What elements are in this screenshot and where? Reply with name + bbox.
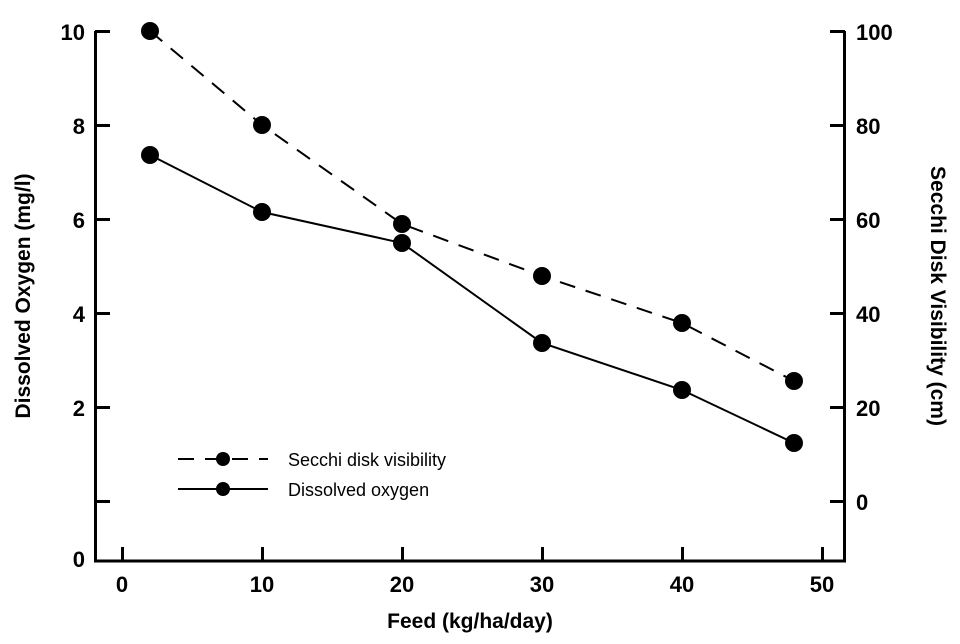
- x-axis-title: Feed (kg/ha/day): [387, 610, 553, 633]
- right-tick-label-80: 80: [856, 114, 880, 139]
- left-tick-label-10: 10: [61, 20, 85, 45]
- dissolved-oxygen-point: [533, 334, 551, 352]
- dissolved-oxygen-point: [393, 234, 411, 252]
- left-tick-label-8: 8: [73, 114, 85, 139]
- dissolved-oxygen-point: [785, 434, 803, 452]
- secchi-disk-visibility-line: [149, 30, 795, 382]
- legend-swatch-marker: [216, 452, 230, 466]
- legend-entry-secchi-disk-visibility: Secchi disk visibility: [178, 450, 446, 470]
- left-tick-label-6: 6: [73, 208, 85, 233]
- legend-label-secchi-disk-visibility: Secchi disk visibility: [288, 450, 446, 470]
- right-axis-tick-labels: 100 80 60 40 20 0: [856, 20, 893, 515]
- x-tick-label-20: 20: [390, 572, 414, 597]
- right-tick-label-0: 0: [856, 490, 868, 515]
- secchi-disk-visibility-point: [393, 215, 411, 233]
- left-tick-label-0: 0: [73, 547, 85, 572]
- y-left-axis-title: Dissolved Oxygen (mg/l): [12, 173, 35, 418]
- x-axis-tick-labels: 0 10 20 30 40 50: [116, 572, 834, 597]
- right-tick-label-20: 20: [856, 396, 880, 421]
- x-tick-label-10: 10: [250, 572, 274, 597]
- series-dissolved-oxygen: [141, 146, 803, 452]
- y-right-axis-title: Secchi Disk Visibility (cm): [926, 166, 949, 426]
- secchi-disk-visibility-point: [141, 22, 159, 40]
- dissolved-oxygen-point: [141, 146, 159, 164]
- right-tick-label-100: 100: [856, 20, 893, 45]
- left-tick-label-4: 4: [73, 302, 86, 327]
- secchi-disk-visibility-point: [673, 314, 691, 332]
- series-secchi-disk-visibility: [141, 22, 803, 390]
- legend-entry-dissolved-oxygen: Dissolved oxygen: [178, 480, 429, 500]
- right-axis-ticks: [830, 30, 845, 503]
- left-tick-label-2: 2: [73, 396, 85, 421]
- secchi-disk-visibility-point: [253, 116, 271, 134]
- legend-swatch-marker: [216, 482, 230, 496]
- chart-legend: Secchi disk visibility Dissolved oxygen: [178, 450, 446, 500]
- x-tick-label-0: 0: [116, 572, 128, 597]
- secchi-disk-visibility-point: [533, 267, 551, 285]
- axis-frame: [94, 31, 846, 563]
- legend-label-dissolved-oxygen: Dissolved oxygen: [288, 480, 429, 500]
- x-axis-ticks: [121, 547, 824, 561]
- left-axis-tick-labels: 10 8 6 4 2 0: [61, 20, 86, 572]
- x-tick-label-50: 50: [810, 572, 834, 597]
- x-tick-label-40: 40: [670, 572, 694, 597]
- dissolved-oxygen-point: [673, 381, 691, 399]
- right-tick-label-60: 60: [856, 208, 880, 233]
- x-tick-label-30: 30: [530, 572, 554, 597]
- dissolved-oxygen-line: [149, 154, 795, 444]
- right-tick-label-40: 40: [856, 302, 880, 327]
- secchi-disk-visibility-point: [785, 372, 803, 390]
- left-axis-ticks: [95, 30, 110, 503]
- dissolved-oxygen-point: [253, 203, 271, 221]
